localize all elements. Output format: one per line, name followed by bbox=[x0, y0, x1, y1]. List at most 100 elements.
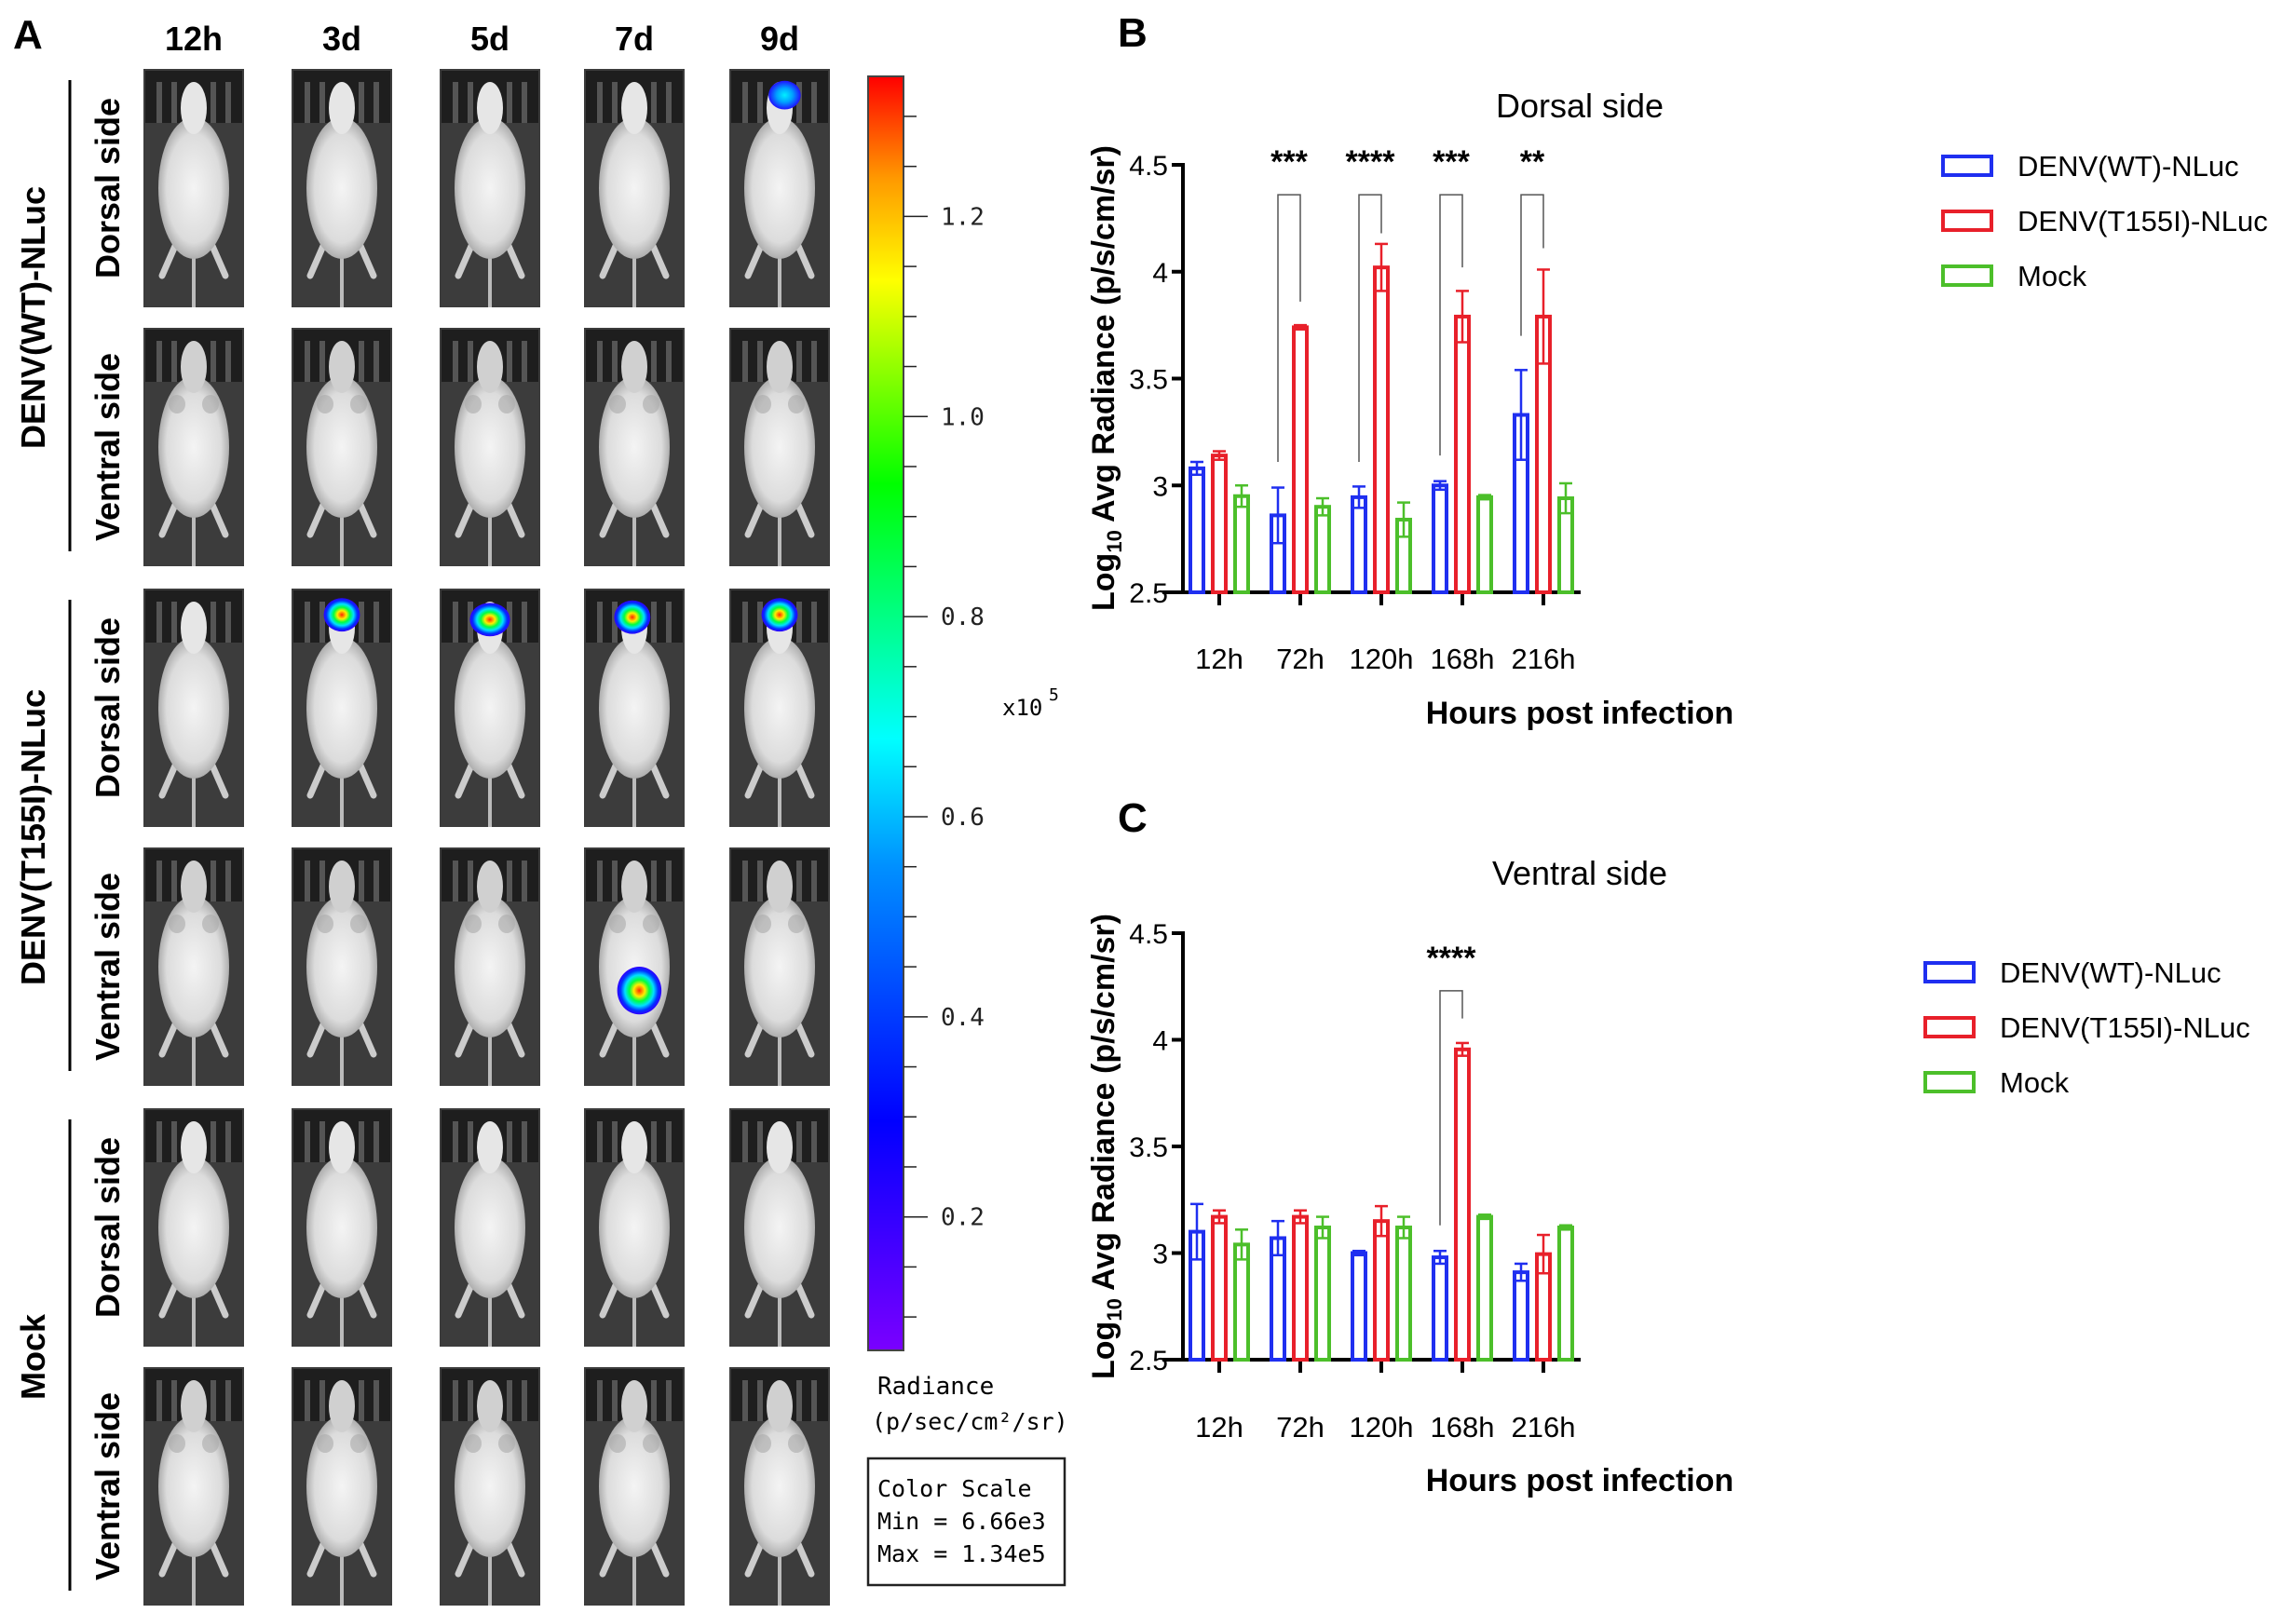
mouse-hind-legs bbox=[306, 242, 377, 279]
holder-bar bbox=[171, 1121, 177, 1162]
holder-bar bbox=[796, 1380, 802, 1421]
holder-bar bbox=[507, 341, 512, 382]
holder-bar bbox=[211, 341, 216, 382]
holder-bar bbox=[225, 82, 231, 123]
bar-mock bbox=[1395, 1226, 1412, 1362]
timepoint-header: 3d bbox=[322, 20, 361, 58]
legend-swatch bbox=[1941, 264, 1993, 287]
legend-swatch bbox=[1923, 961, 1976, 983]
row-label: Dorsal side bbox=[88, 98, 127, 278]
holder-bar bbox=[651, 861, 657, 901]
bar-denv-t155i-nluc bbox=[1373, 1219, 1390, 1362]
y-tick-label: 3 bbox=[1152, 1240, 1168, 1270]
mouse-image-tile bbox=[440, 589, 540, 827]
mouse-image-tile bbox=[143, 69, 244, 307]
mouse-hind-legs bbox=[744, 1281, 815, 1319]
mouse-head bbox=[477, 1121, 503, 1173]
holder-bar bbox=[225, 1121, 231, 1162]
mouse-hind-legs bbox=[744, 1021, 815, 1058]
holder-bar bbox=[171, 82, 177, 123]
mouse-body bbox=[599, 117, 670, 259]
row-label: Ventral side bbox=[88, 353, 127, 541]
holder-bar bbox=[742, 1121, 748, 1162]
mouse-head bbox=[767, 861, 793, 913]
y-axis-label-subscript: 10 bbox=[1103, 1298, 1126, 1321]
group-label: Mock bbox=[14, 1313, 52, 1400]
holder-bar bbox=[374, 602, 379, 643]
mouse-forelimb bbox=[498, 395, 515, 413]
holder-bar bbox=[453, 861, 458, 901]
mouse-hind-legs bbox=[306, 1540, 377, 1578]
mouse-image-tile bbox=[292, 1367, 392, 1606]
mouse-forelimb bbox=[788, 1434, 805, 1453]
bar-denv-wt-nluc bbox=[1189, 466, 1205, 595]
holder-bar bbox=[171, 602, 177, 643]
mouse-forelimb bbox=[643, 1434, 659, 1453]
mouse-hind-legs bbox=[455, 242, 525, 279]
holder-bar bbox=[211, 82, 216, 123]
mouse-forelimb bbox=[754, 1434, 771, 1453]
mouse-head bbox=[621, 341, 647, 393]
y-axis-label-subscript: 10 bbox=[1103, 530, 1126, 552]
mouse-forelimb bbox=[202, 1434, 219, 1453]
holder-bar bbox=[757, 341, 763, 382]
holder-bar bbox=[374, 1121, 379, 1162]
group-label: DENV(T155I)-NLuc bbox=[14, 689, 52, 985]
mouse-forelimb bbox=[609, 395, 626, 413]
holder-bar bbox=[811, 341, 817, 382]
mouse-image-tile bbox=[143, 328, 244, 566]
significance-stars: ** bbox=[1520, 144, 1545, 180]
holder-bar bbox=[225, 861, 231, 901]
mouse-body bbox=[744, 376, 815, 518]
color-scale-line: Min = 6.66e3 bbox=[877, 1508, 1046, 1535]
mouse-hind-legs bbox=[158, 242, 229, 279]
timepoint-header: 5d bbox=[470, 20, 509, 58]
mouse-hind-legs bbox=[744, 242, 815, 279]
holder-bar bbox=[522, 82, 527, 123]
mouse-image-tile bbox=[292, 1108, 392, 1347]
significance-bracket bbox=[1277, 194, 1301, 463]
mouse-forelimb bbox=[350, 395, 367, 413]
holder-bar bbox=[742, 341, 748, 382]
mouse-hind-legs bbox=[744, 501, 815, 538]
significance-bracket bbox=[1358, 194, 1382, 463]
mouse-image-tile bbox=[440, 69, 540, 307]
significance-stars: **** bbox=[1427, 941, 1477, 976]
holder-bar bbox=[507, 861, 512, 901]
mouse-hind-legs bbox=[306, 1021, 377, 1058]
legend-label: DENV(T155I)-NLuc bbox=[2000, 1011, 2250, 1044]
holder-bar bbox=[757, 1121, 763, 1162]
bar-mock bbox=[1476, 1214, 1493, 1362]
mouse-forelimb bbox=[498, 915, 515, 933]
holder-bar bbox=[359, 1121, 364, 1162]
colorbar-tick-label: 0.2 bbox=[941, 1204, 985, 1232]
holder-bar bbox=[742, 602, 748, 643]
holder-bar bbox=[651, 602, 657, 643]
holder-bar bbox=[811, 82, 817, 123]
holder-bar bbox=[597, 861, 603, 901]
holder-bar bbox=[522, 602, 527, 643]
x-tick-label: 12h bbox=[1195, 1411, 1243, 1444]
holder-bar bbox=[612, 602, 618, 643]
mouse-forelimb bbox=[202, 915, 219, 933]
mouse-image-tile bbox=[143, 847, 244, 1086]
mouse-body bbox=[599, 376, 670, 518]
mouse-forelimb bbox=[350, 915, 367, 933]
mouse-hind-legs bbox=[599, 1540, 670, 1578]
legend-swatch bbox=[1941, 210, 1993, 232]
colorbar-multiplier: x10 bbox=[1002, 695, 1042, 721]
holder-bar bbox=[597, 602, 603, 643]
mouse-forelimb bbox=[609, 1434, 626, 1453]
mouse-body bbox=[306, 376, 377, 518]
panel-label: B bbox=[1118, 10, 1148, 56]
x-tick-label: 216h bbox=[1512, 643, 1576, 675]
holder-bar bbox=[612, 341, 618, 382]
mouse-image-tile bbox=[584, 69, 685, 307]
holder-bar bbox=[651, 82, 657, 123]
bioluminescence-signal bbox=[761, 598, 798, 632]
holder-bar bbox=[468, 1380, 473, 1421]
mouse-body bbox=[599, 1157, 670, 1298]
significance-bracket bbox=[1520, 194, 1544, 336]
x-tick-label: 120h bbox=[1350, 1411, 1414, 1444]
